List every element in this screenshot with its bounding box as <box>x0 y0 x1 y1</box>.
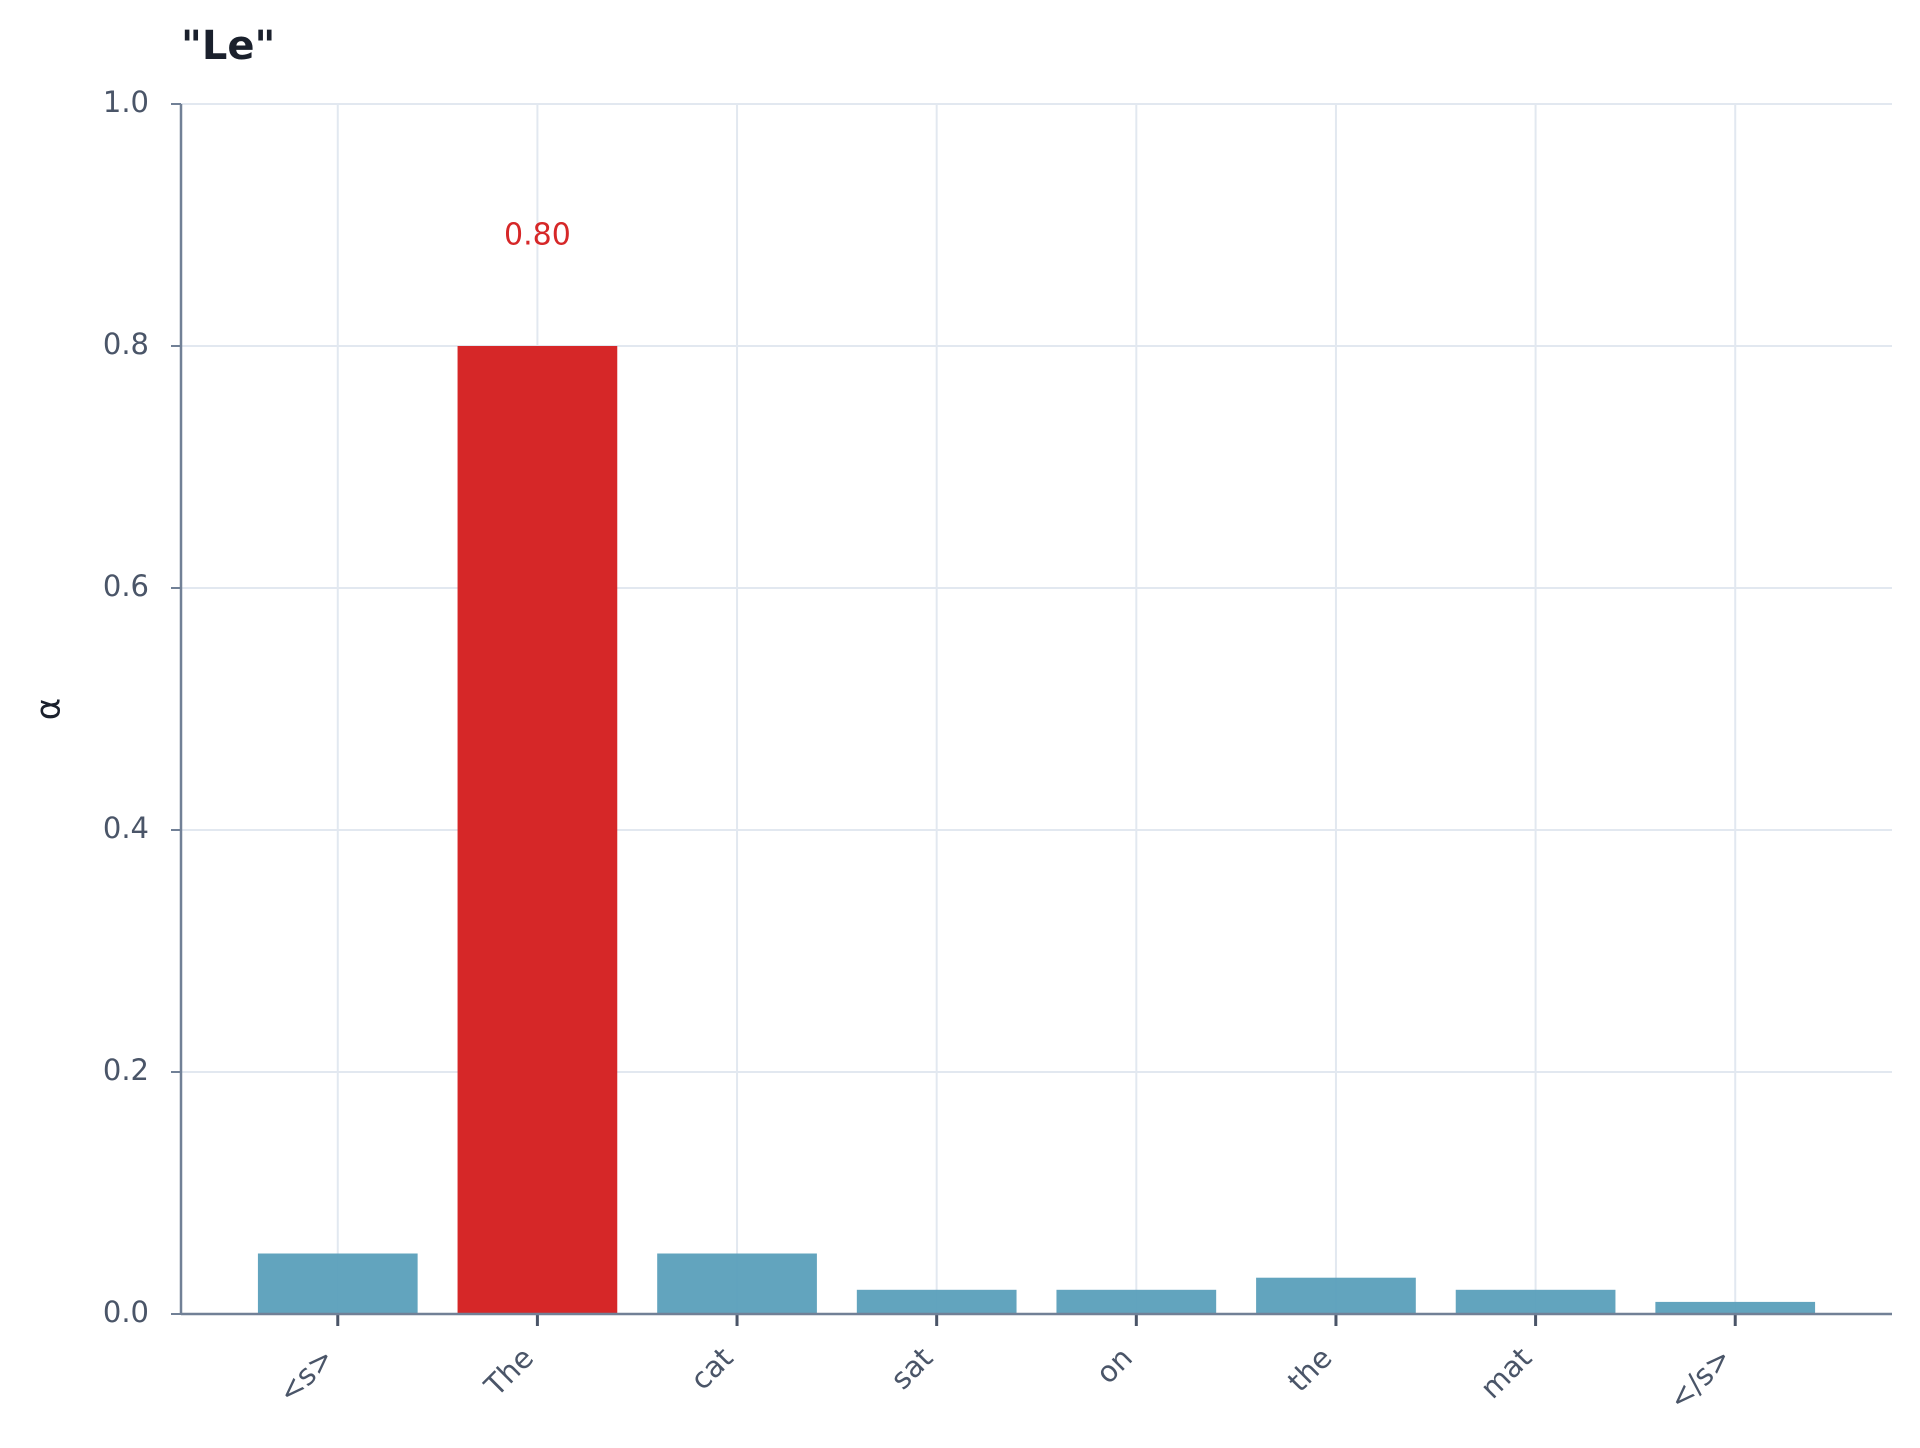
x-tick-label: <s> <box>271 1341 340 1410</box>
y-tick-label: 0.2 <box>103 1053 149 1087</box>
x-tick-label: on <box>1089 1341 1139 1391</box>
data-label: 0.80 <box>504 218 571 253</box>
bar <box>1056 1289 1217 1314</box>
y-axis-label: α <box>29 698 69 720</box>
y-tick-label: 0.8 <box>103 327 149 361</box>
x-tick-label: sat <box>884 1341 939 1396</box>
x-tick-label: mat <box>1474 1341 1539 1406</box>
y-tick-label: 1.0 <box>103 85 149 119</box>
bar <box>457 346 618 1314</box>
chart-title: "Le" <box>181 23 275 69</box>
bar <box>1256 1277 1416 1314</box>
bar <box>257 1253 418 1314</box>
bar <box>1655 1301 1816 1314</box>
y-tick-label: 0.6 <box>103 569 149 603</box>
bar <box>657 1253 817 1314</box>
y-tick-label: 0.0 <box>103 1295 149 1329</box>
x-tick-label: The <box>477 1341 540 1404</box>
x-tick-label: the <box>1281 1341 1339 1399</box>
x-tick-label: </s> <box>1662 1341 1738 1417</box>
y-tick-label: 0.4 <box>103 811 149 845</box>
bar <box>1455 1289 1616 1314</box>
x-tick-label: cat <box>684 1341 740 1397</box>
bar <box>856 1289 1017 1314</box>
